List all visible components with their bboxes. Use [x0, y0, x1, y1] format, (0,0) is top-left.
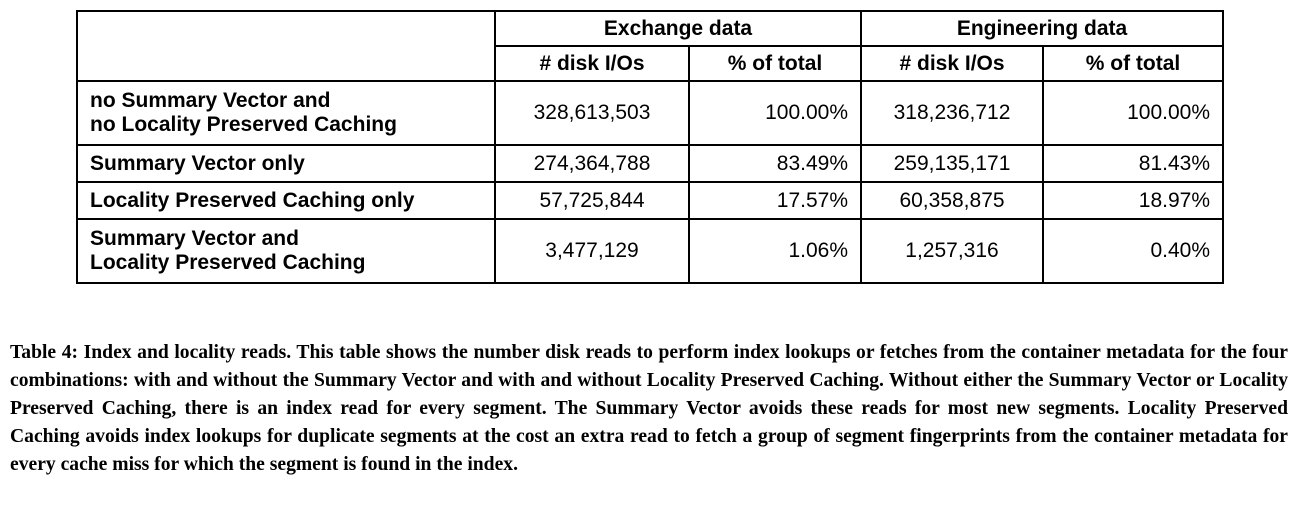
table-row: Summary Vector only 274,364,788 83.49% 2… [76, 144, 1225, 183]
row-label: Locality Preserved Caching only [76, 181, 496, 220]
row-label: Summary Vector and Locality Preserved Ca… [76, 218, 496, 284]
row-label: Summary Vector only [76, 144, 496, 183]
table-cell: 57,725,844 [494, 181, 690, 220]
sub-header-row: # disk I/Os % of total # disk I/Os % of … [77, 45, 1225, 82]
table-cell: 100.00% [1042, 80, 1225, 146]
table-cell: 259,135,171 [860, 144, 1045, 183]
sub-header-cell: # disk I/Os [860, 45, 1045, 82]
table-cell: 0.40% [1042, 218, 1225, 284]
sub-header-cell: % of total [1042, 45, 1225, 82]
row-label: no Summary Vector and no Locality Preser… [76, 80, 496, 146]
sub-header-cell: % of total [687, 45, 863, 82]
table-cell: 1,257,316 [860, 218, 1045, 284]
row-label-line: Locality Preserved Caching [90, 251, 366, 274]
table-cell: 60,358,875 [860, 181, 1045, 220]
table-cell: 83.49% [687, 144, 863, 183]
table-cell: 81.43% [1042, 144, 1225, 183]
table-row: Locality Preserved Caching only 57,725,8… [76, 181, 1225, 220]
table-cell: 100.00% [687, 80, 863, 146]
index-locality-table: Exchange data Engineering data # disk I/… [76, 10, 1225, 284]
row-label-line: no Locality Preserved Caching [90, 113, 397, 136]
table-row: Summary Vector and Locality Preserved Ca… [76, 218, 1225, 284]
table-cell: 3,477,129 [494, 218, 690, 284]
empty-corner-cell [76, 10, 496, 82]
table-cell: 274,364,788 [494, 144, 690, 183]
table-cell: 328,613,503 [494, 80, 690, 146]
table-cell: 18.97% [1042, 181, 1225, 220]
group-header-exchange: Exchange data [493, 10, 863, 47]
table-cell: 17.57% [687, 181, 863, 220]
table-row: no Summary Vector and no Locality Preser… [76, 80, 1225, 146]
table-cell: 318,236,712 [860, 80, 1045, 146]
table-caption: Table 4: Index and locality reads. This … [10, 342, 1288, 475]
row-label-line: no Summary Vector and [90, 89, 331, 112]
group-header-engineering: Engineering data [860, 10, 1225, 47]
group-header-row: Exchange data Engineering data [76, 10, 1225, 82]
sub-header-cell: # disk I/Os [494, 45, 690, 82]
row-label-line: Summary Vector and [90, 227, 299, 250]
table-cell: 1.06% [687, 218, 863, 284]
